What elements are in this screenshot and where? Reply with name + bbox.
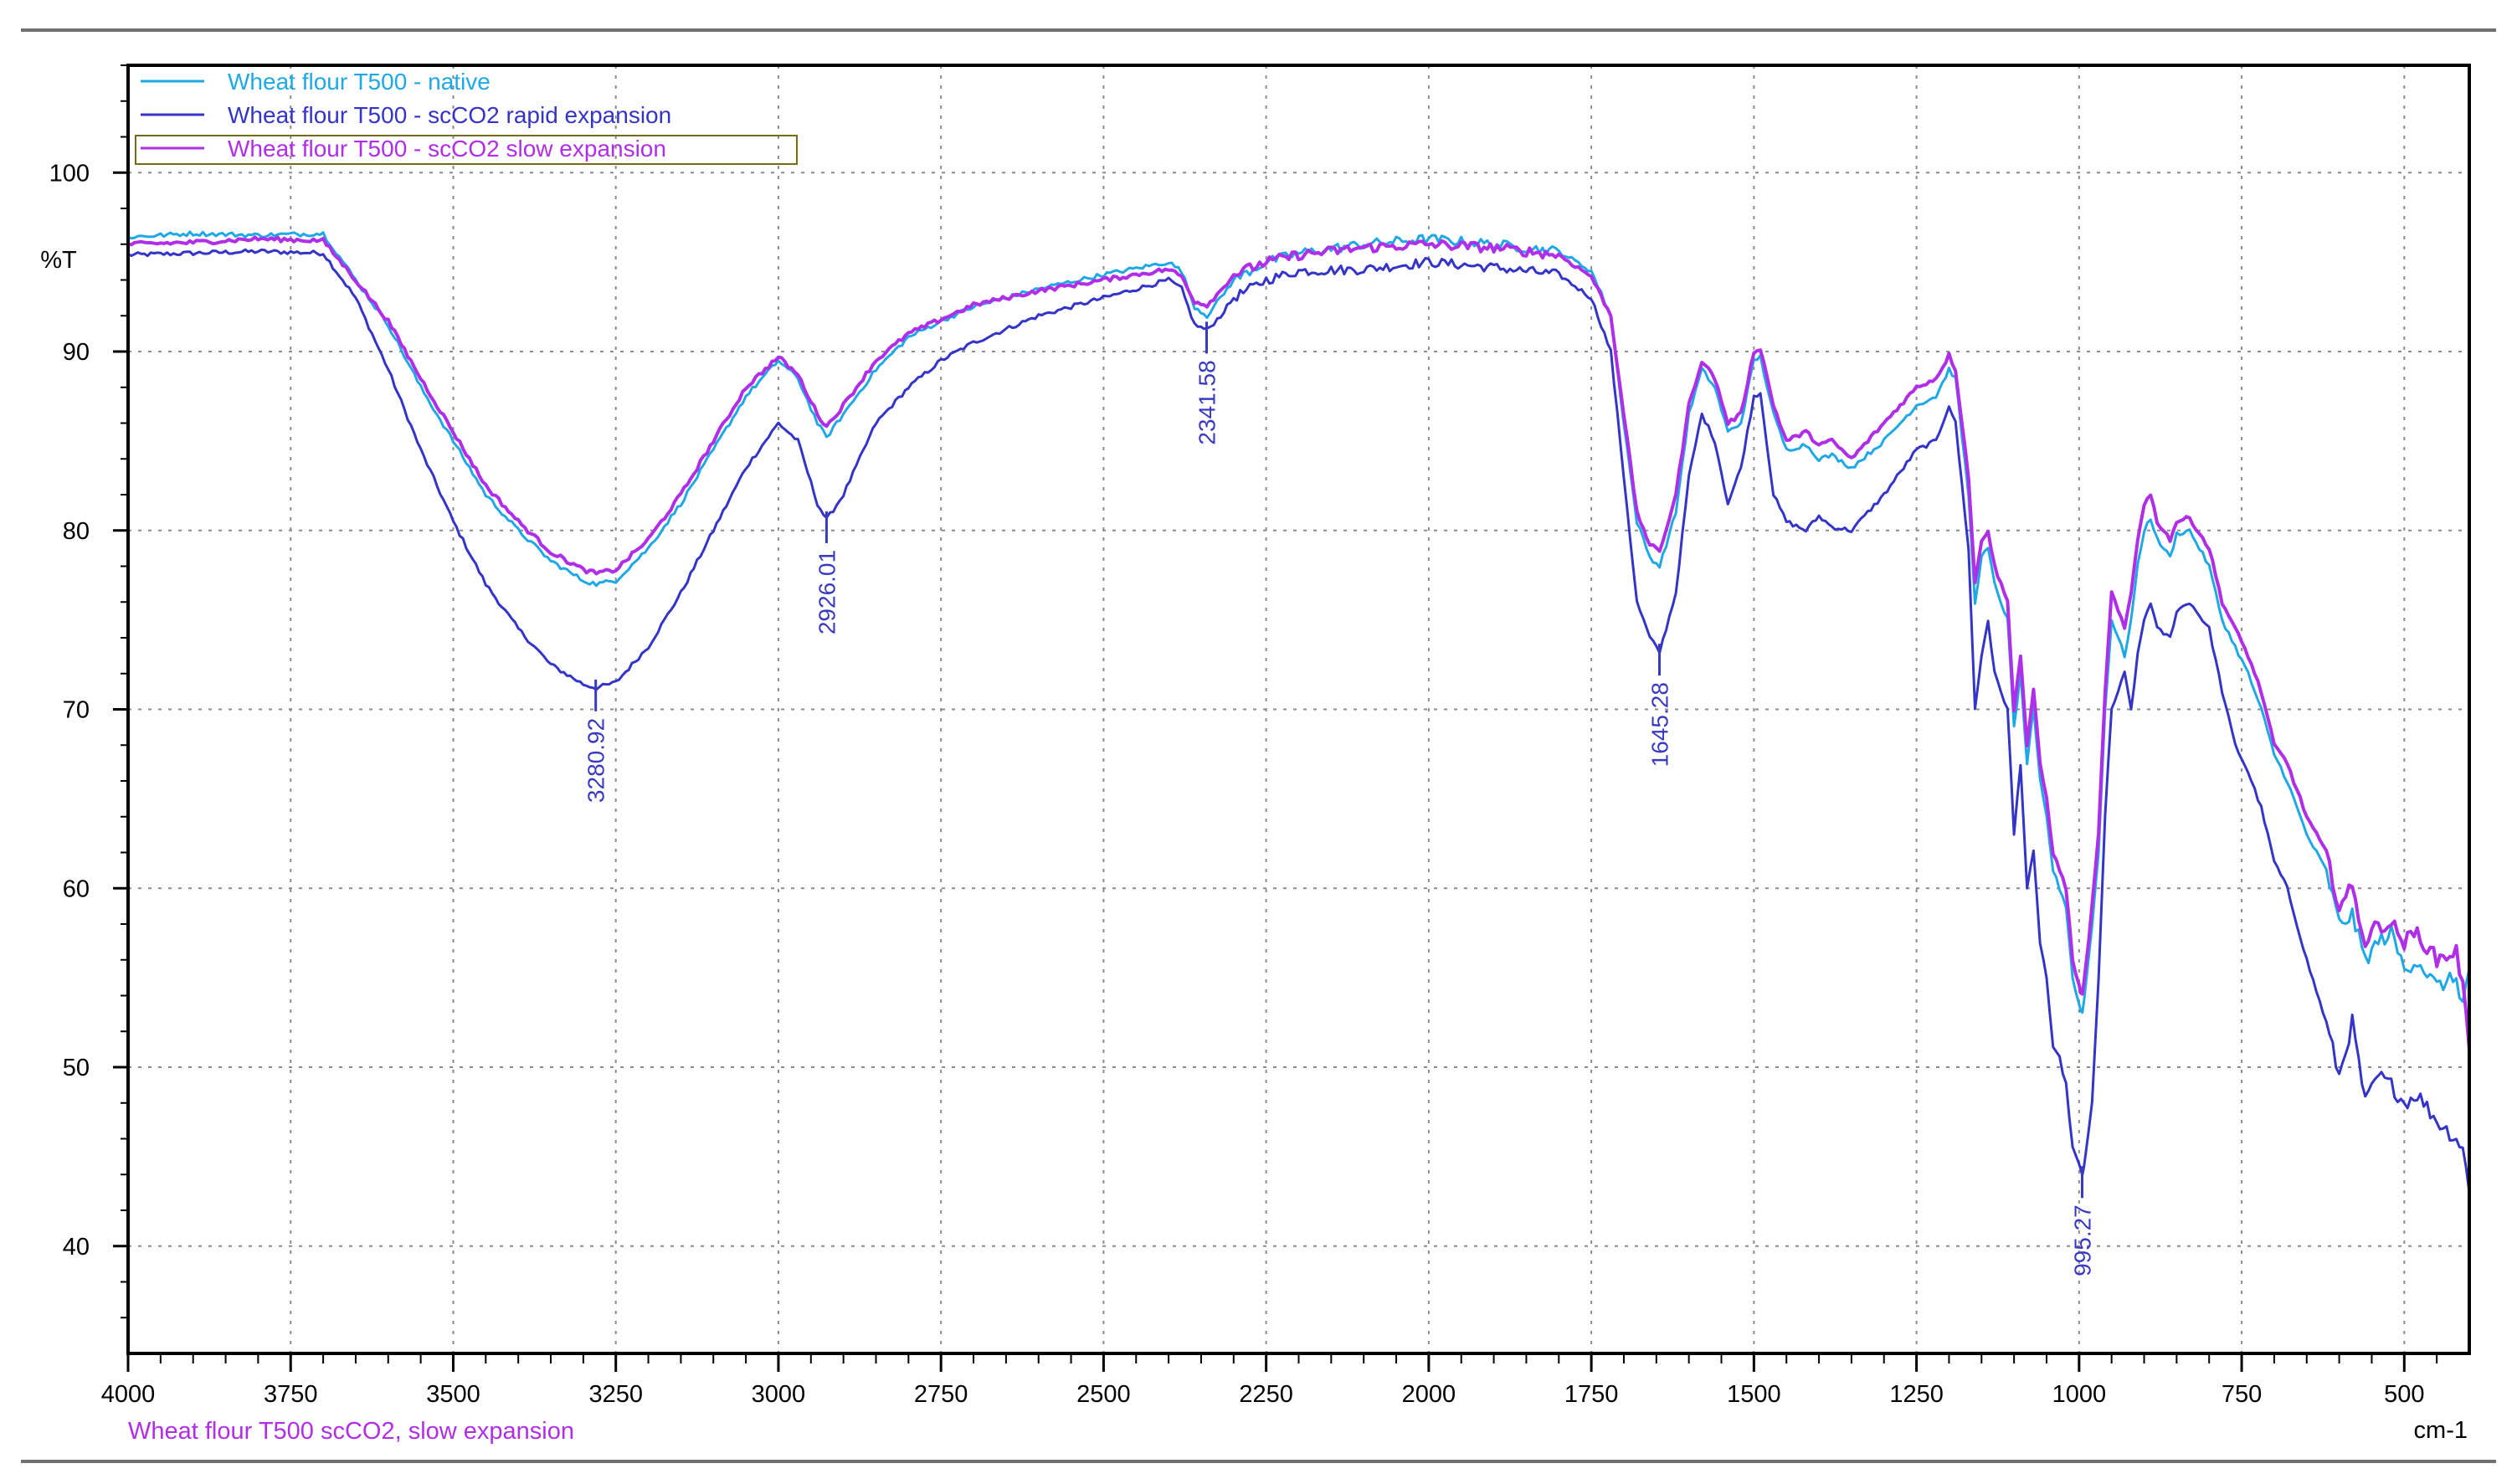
x-tick-label: 3750 (264, 1381, 318, 1408)
x-tick-label: 2750 (914, 1381, 968, 1408)
legend-label-native: Wheat flour T500 - native (228, 69, 491, 95)
peak-annotations: 3280.92 2926.01 2341.58 1645.28 995.27 (583, 321, 2096, 1276)
x-tick-label: 1250 (1889, 1381, 1944, 1408)
y-axis-label: %T (40, 247, 77, 274)
peak-label: 2341.58 (1194, 360, 1220, 444)
legend-label-slow: Wheat flour T500 - scCO2 slow expansion (228, 136, 666, 162)
y-tick-label: 70 (63, 697, 90, 724)
x-tick-label: 500 (2384, 1381, 2424, 1408)
x-tick-label: 2000 (1402, 1381, 1456, 1408)
sample-name-footer: Wheat flour T500 scCO2, slow expansion (128, 1418, 574, 1445)
x-tick-label: 3500 (426, 1381, 480, 1408)
y-tick-label: 40 (63, 1234, 90, 1261)
grid (128, 65, 2469, 1353)
x-axis-label: cm-1 (2414, 1417, 2468, 1444)
peak-label: 995.27 (2070, 1204, 2096, 1276)
y-axis: 40 50 60 70 80 90 100 (49, 64, 128, 1319)
series-line-slow (127, 235, 2471, 1050)
peak-label: 1645.28 (1646, 682, 1672, 767)
x-tick-label: 2250 (1239, 1381, 1293, 1408)
y-tick-label: 80 (63, 518, 90, 545)
y-tick-label: 50 (63, 1055, 90, 1081)
legend: Wheat flour T500 - native Wheat flour T50… (135, 69, 798, 165)
x-tick-label: 3000 (752, 1381, 806, 1408)
legend-label-rapid: Wheat flour T500 - scCO2 rapid expansion (228, 102, 671, 128)
legend-selection-box (135, 135, 798, 165)
y-tick-label: 90 (63, 339, 90, 366)
x-tick-label: 3250 (588, 1381, 643, 1408)
y-tick-label: 100 (49, 160, 90, 187)
x-tick-label: 2500 (1076, 1381, 1131, 1408)
y-tick-label: 60 (63, 876, 90, 902)
x-axis: 4000 3750 3500 3250 3000 2750 2500 2250 2000 1750… (101, 1353, 2438, 1408)
peak-label: 3280.92 (583, 718, 609, 803)
x-tick-label: 1500 (1727, 1381, 1781, 1408)
x-tick-label: 1000 (2052, 1381, 2107, 1408)
x-tick-label: 1750 (1564, 1381, 1619, 1408)
x-tick-label: 4000 (101, 1381, 156, 1408)
peak-label: 2926.01 (814, 550, 840, 634)
series-line-native (127, 230, 2471, 1014)
x-tick-label: 750 (2222, 1381, 2262, 1408)
